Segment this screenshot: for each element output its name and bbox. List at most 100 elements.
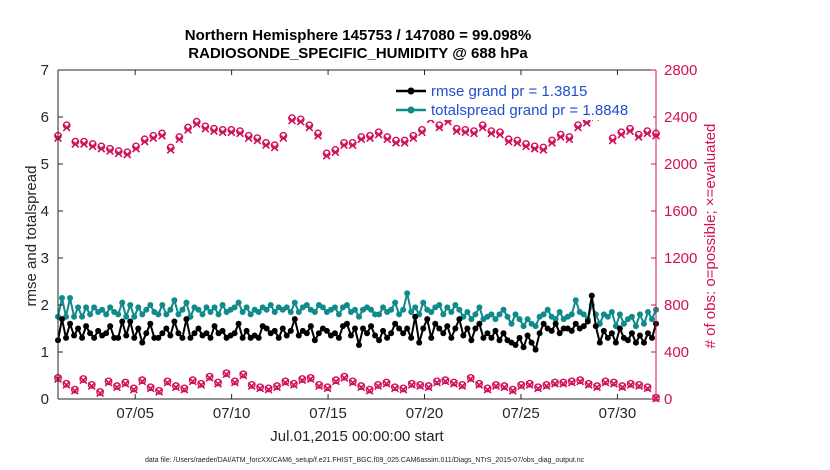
rmse-point	[360, 325, 367, 332]
evaluated-obs-marker	[556, 133, 565, 141]
spread-point	[380, 304, 387, 311]
possible-obs-marker	[230, 377, 239, 386]
spread-point	[376, 311, 383, 318]
evaluated-obs-marker	[539, 145, 548, 154]
spread-point	[255, 309, 262, 316]
evaluated-obs-marker	[236, 129, 244, 138]
rmse-point	[239, 334, 246, 341]
rmse-point	[364, 330, 371, 337]
rmse-point	[143, 330, 150, 337]
evaluated-obs-marker	[114, 149, 123, 158]
rmse-point	[275, 334, 282, 341]
spread-point	[247, 311, 254, 318]
evaluated-obs-marker	[279, 134, 288, 143]
rmse-point	[532, 346, 539, 353]
rmse-point	[91, 334, 98, 341]
rmse-point	[187, 334, 194, 341]
evaluated-obs-marker	[214, 379, 222, 388]
possible-obs-marker	[407, 379, 416, 388]
rmse-point	[632, 339, 639, 346]
rmse-point	[512, 341, 519, 348]
rmse-point	[79, 334, 86, 341]
spread-point	[207, 309, 214, 316]
rmse-point	[331, 330, 338, 337]
rmse-point	[279, 325, 286, 332]
rmse-point	[584, 318, 591, 325]
possible-obs-marker	[593, 382, 601, 390]
rmse-point	[271, 327, 278, 334]
rmse-point	[255, 334, 262, 341]
spread-point	[468, 316, 475, 323]
possible-obs-marker	[517, 380, 526, 389]
evaluated-obs-marker	[184, 125, 192, 134]
spread-point	[91, 304, 98, 311]
spread-point	[452, 302, 459, 308]
evaluated-obs-marker	[188, 377, 197, 386]
possible-obs-marker	[163, 377, 172, 386]
rmse-point	[492, 327, 499, 334]
evaluated-obs-marker	[574, 123, 582, 132]
evaluated-obs-marker	[609, 379, 618, 388]
y-left-tick-label: 6	[41, 109, 49, 126]
evaluated-obs-marker	[270, 143, 279, 152]
spread-point	[412, 304, 419, 311]
rmse-point	[135, 325, 142, 332]
rmse-point	[155, 334, 162, 341]
rmse-point	[171, 318, 178, 325]
evaluated-obs-marker	[121, 379, 130, 388]
possible-obs-marker	[525, 379, 534, 388]
evaluated-obs-marker	[315, 382, 324, 391]
spread-point	[283, 304, 290, 311]
obs-layer	[54, 106, 660, 403]
rmse-point	[432, 320, 439, 327]
spread-point	[107, 304, 114, 311]
evaluated-obs-marker	[348, 141, 357, 150]
spread-point	[67, 294, 74, 301]
spread-point	[155, 311, 162, 318]
spread-point	[644, 309, 651, 316]
spread-point	[552, 316, 559, 323]
possible-obs-marker	[416, 380, 425, 389]
possible-obs-marker	[626, 379, 635, 388]
possible-obs-marker	[298, 375, 307, 383]
spread-point	[311, 309, 318, 316]
spread-point	[331, 304, 338, 311]
evaluated-obs-marker	[149, 134, 158, 143]
evaluated-obs-marker	[492, 382, 500, 391]
evaluated-obs-marker	[435, 123, 444, 132]
legend-rmse-marker	[407, 87, 415, 95]
rmse-point	[147, 320, 154, 327]
evaluated-obs-marker	[608, 136, 617, 145]
evaluated-obs-marker	[601, 378, 610, 387]
rmse-point	[191, 330, 198, 337]
evaluated-obs-marker	[296, 117, 305, 126]
evaluated-obs-marker	[146, 384, 155, 393]
evaluated-obs-marker	[357, 383, 366, 392]
evaluated-obs-marker	[158, 131, 166, 140]
legend: rmse grand pr = 1.3815 totalspread grand…	[395, 78, 653, 120]
evaluated-obs-marker	[62, 123, 71, 132]
evaluated-obs-marker	[496, 130, 504, 139]
spread-point	[404, 290, 411, 297]
possible-obs-marker	[113, 382, 121, 390]
evaluated-obs-marker	[247, 382, 256, 391]
evaluated-obs-marker	[626, 127, 634, 136]
rmse-point	[368, 323, 375, 330]
evaluated-obs-marker	[525, 380, 534, 389]
possible-obs-marker	[289, 379, 298, 388]
spread-point	[131, 313, 138, 320]
rmse-point	[351, 325, 358, 332]
spread-point	[319, 304, 326, 311]
chart-title-line2: RADIOSONDE_SPECIFIC_HUMIDITY @ 688 hPa	[188, 45, 528, 62]
possible-obs-marker	[205, 372, 214, 381]
possible-obs-marker	[138, 376, 147, 385]
rmse-point	[448, 334, 455, 341]
spread-point	[532, 323, 539, 330]
evaluated-obs-marker	[322, 151, 331, 160]
evaluated-obs-marker	[140, 137, 149, 146]
spread-point	[492, 316, 499, 323]
rmse-point	[412, 313, 419, 320]
possible-obs-marker	[458, 380, 467, 389]
evaluated-obs-marker	[205, 373, 214, 382]
rmse-point	[496, 337, 503, 344]
